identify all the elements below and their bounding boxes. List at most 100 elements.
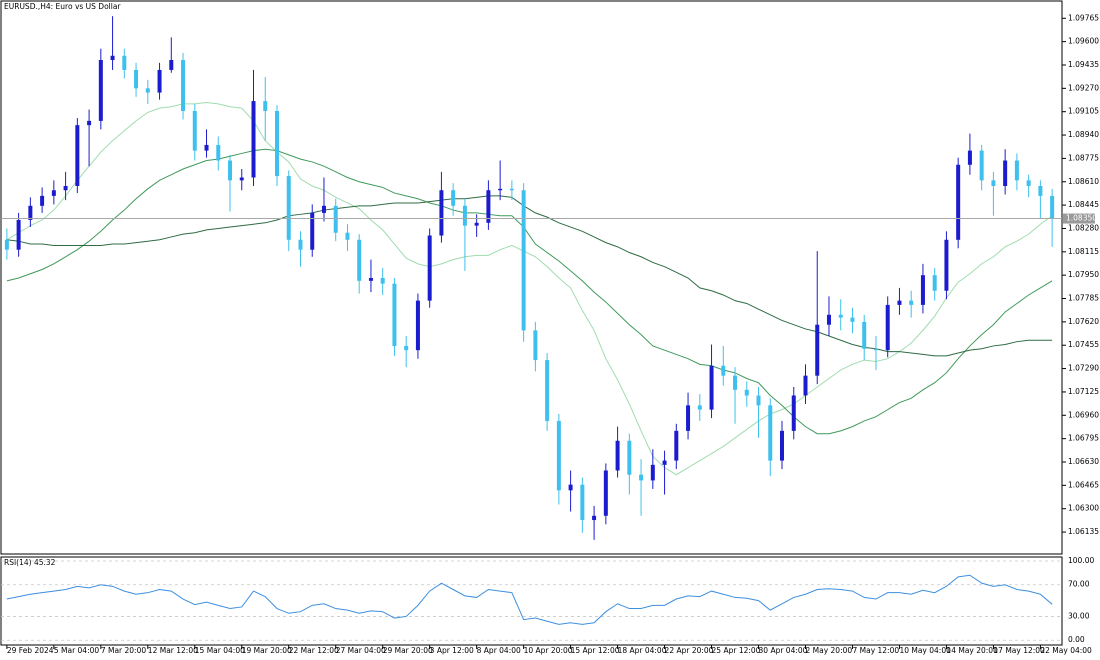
candle-body (333, 205, 338, 233)
candle-body (451, 190, 456, 206)
candle-body (721, 365, 726, 376)
x-tick-label: 22 Mar 12:00 (289, 646, 339, 655)
candle-body (192, 110, 197, 151)
candle-body (803, 375, 808, 396)
candle-body (521, 190, 526, 331)
candle-body (122, 55, 127, 70)
candle-body (674, 430, 679, 461)
candle-body (204, 144, 209, 151)
candle-body (16, 219, 21, 250)
x-tick-label: 27 Mar 04:00 (336, 646, 386, 655)
x-tick-label: 10 May 04:00 (899, 646, 951, 655)
candle-body (697, 405, 702, 410)
candle-body (709, 365, 714, 410)
candle-body (791, 395, 796, 431)
candle-body (87, 120, 92, 126)
rsi-panel (0, 556, 1063, 646)
candle-body (286, 176, 291, 240)
candle-body (368, 278, 373, 281)
y-tick-label: 1.09765 (1068, 13, 1099, 22)
candle-body (615, 440, 620, 471)
y-tick-label: 1.08775 (1068, 153, 1099, 162)
x-tick-label: 8 Apr 04:00 (477, 646, 521, 655)
candle-body (826, 314, 831, 325)
x-tick-label: 10 Apr 20:00 (524, 646, 573, 655)
y-tick-label: 1.06135 (1068, 527, 1099, 536)
x-tick-label: 12 Mar 12:00 (148, 646, 198, 655)
candle-body (733, 375, 738, 390)
candle-body (627, 440, 632, 475)
candle-body (979, 150, 984, 181)
y-tick-label: 1.09270 (1068, 83, 1099, 92)
candle-body (1014, 160, 1019, 181)
candle-body (404, 345, 409, 351)
candle-body (239, 177, 244, 181)
x-tick-label: 29 Feb 2024 (7, 646, 54, 655)
candle-body (756, 395, 761, 406)
candle-body (321, 205, 326, 213)
candle-body (274, 110, 279, 177)
y-tick-label: 1.09435 (1068, 60, 1099, 69)
candle-body (357, 239, 362, 281)
candle-body (75, 125, 80, 186)
last-price-label: 1.08350 (1066, 214, 1097, 223)
candle-body (967, 150, 972, 165)
candle-body (40, 195, 45, 206)
x-tick-label: 3 Apr 12:00 (430, 646, 474, 655)
candle-body (991, 180, 996, 186)
candle-body (380, 278, 385, 284)
y-tick-label: 1.06300 (1068, 504, 1099, 513)
x-tick-label: 15 Apr 12:00 (571, 646, 620, 655)
candle-body (509, 188, 514, 191)
y-tick-label: 1.07125 (1068, 387, 1099, 396)
candle-body (415, 300, 420, 351)
last-price-box (1063, 213, 1095, 224)
y-tick-label: 1.08115 (1068, 247, 1099, 256)
candle-body (51, 190, 56, 196)
candle-body (556, 420, 561, 491)
y-tick-label: 1.07455 (1068, 340, 1099, 349)
candle-body (474, 222, 479, 226)
x-tick-label: 25 Apr 12:00 (712, 646, 761, 655)
candle-body (650, 464, 655, 481)
x-tick-label: 14 May 20:00 (946, 646, 998, 655)
candle-body (932, 275, 937, 291)
x-tick-label: 19 Mar 20:00 (242, 646, 292, 655)
y-tick-label: 1.06630 (1068, 457, 1099, 466)
candle-body (838, 314, 843, 318)
candle-body (392, 283, 397, 346)
candle-body (4, 239, 9, 250)
x-tick-label: 29 Mar 20:00 (383, 646, 433, 655)
x-tick-label: 7 Mar 20:00 (101, 646, 147, 655)
x-tick-label: 22 Apr 20:00 (665, 646, 714, 655)
x-tick-label: 18 Apr 04:00 (618, 646, 667, 655)
candle-body (310, 212, 315, 250)
candle-body (1038, 186, 1043, 196)
y-tick-label: 1.07620 (1068, 317, 1099, 326)
y-tick-label: 0.00 (1068, 635, 1085, 644)
candle-body (228, 160, 233, 181)
x-tick-label: 22 May 04:00 (1040, 646, 1092, 655)
candle-body (486, 190, 491, 223)
candle-body (603, 470, 608, 516)
candle-body (157, 69, 162, 93)
candle-body (873, 348, 878, 351)
candle-body (110, 55, 115, 61)
x-tick-label: 5 Mar 04:00 (54, 646, 100, 655)
y-tick-label: 1.08610 (1068, 177, 1099, 186)
candle-body (744, 389, 749, 396)
candle-body (780, 430, 785, 461)
y-tick-label: 1.06960 (1068, 410, 1099, 419)
candle-body (885, 304, 890, 351)
candle-body (639, 474, 644, 481)
y-tick-label: 100.00 (1068, 556, 1094, 565)
y-tick-label: 1.07290 (1068, 364, 1099, 373)
candle-body (134, 69, 139, 89)
candle-body (28, 205, 33, 220)
candle-body (920, 275, 925, 305)
x-tick-label: 2 May 20:00 (805, 646, 852, 655)
candle-body (944, 239, 949, 291)
chart-title: EURUSD.,H4: Euro vs US Dollar (4, 2, 121, 11)
